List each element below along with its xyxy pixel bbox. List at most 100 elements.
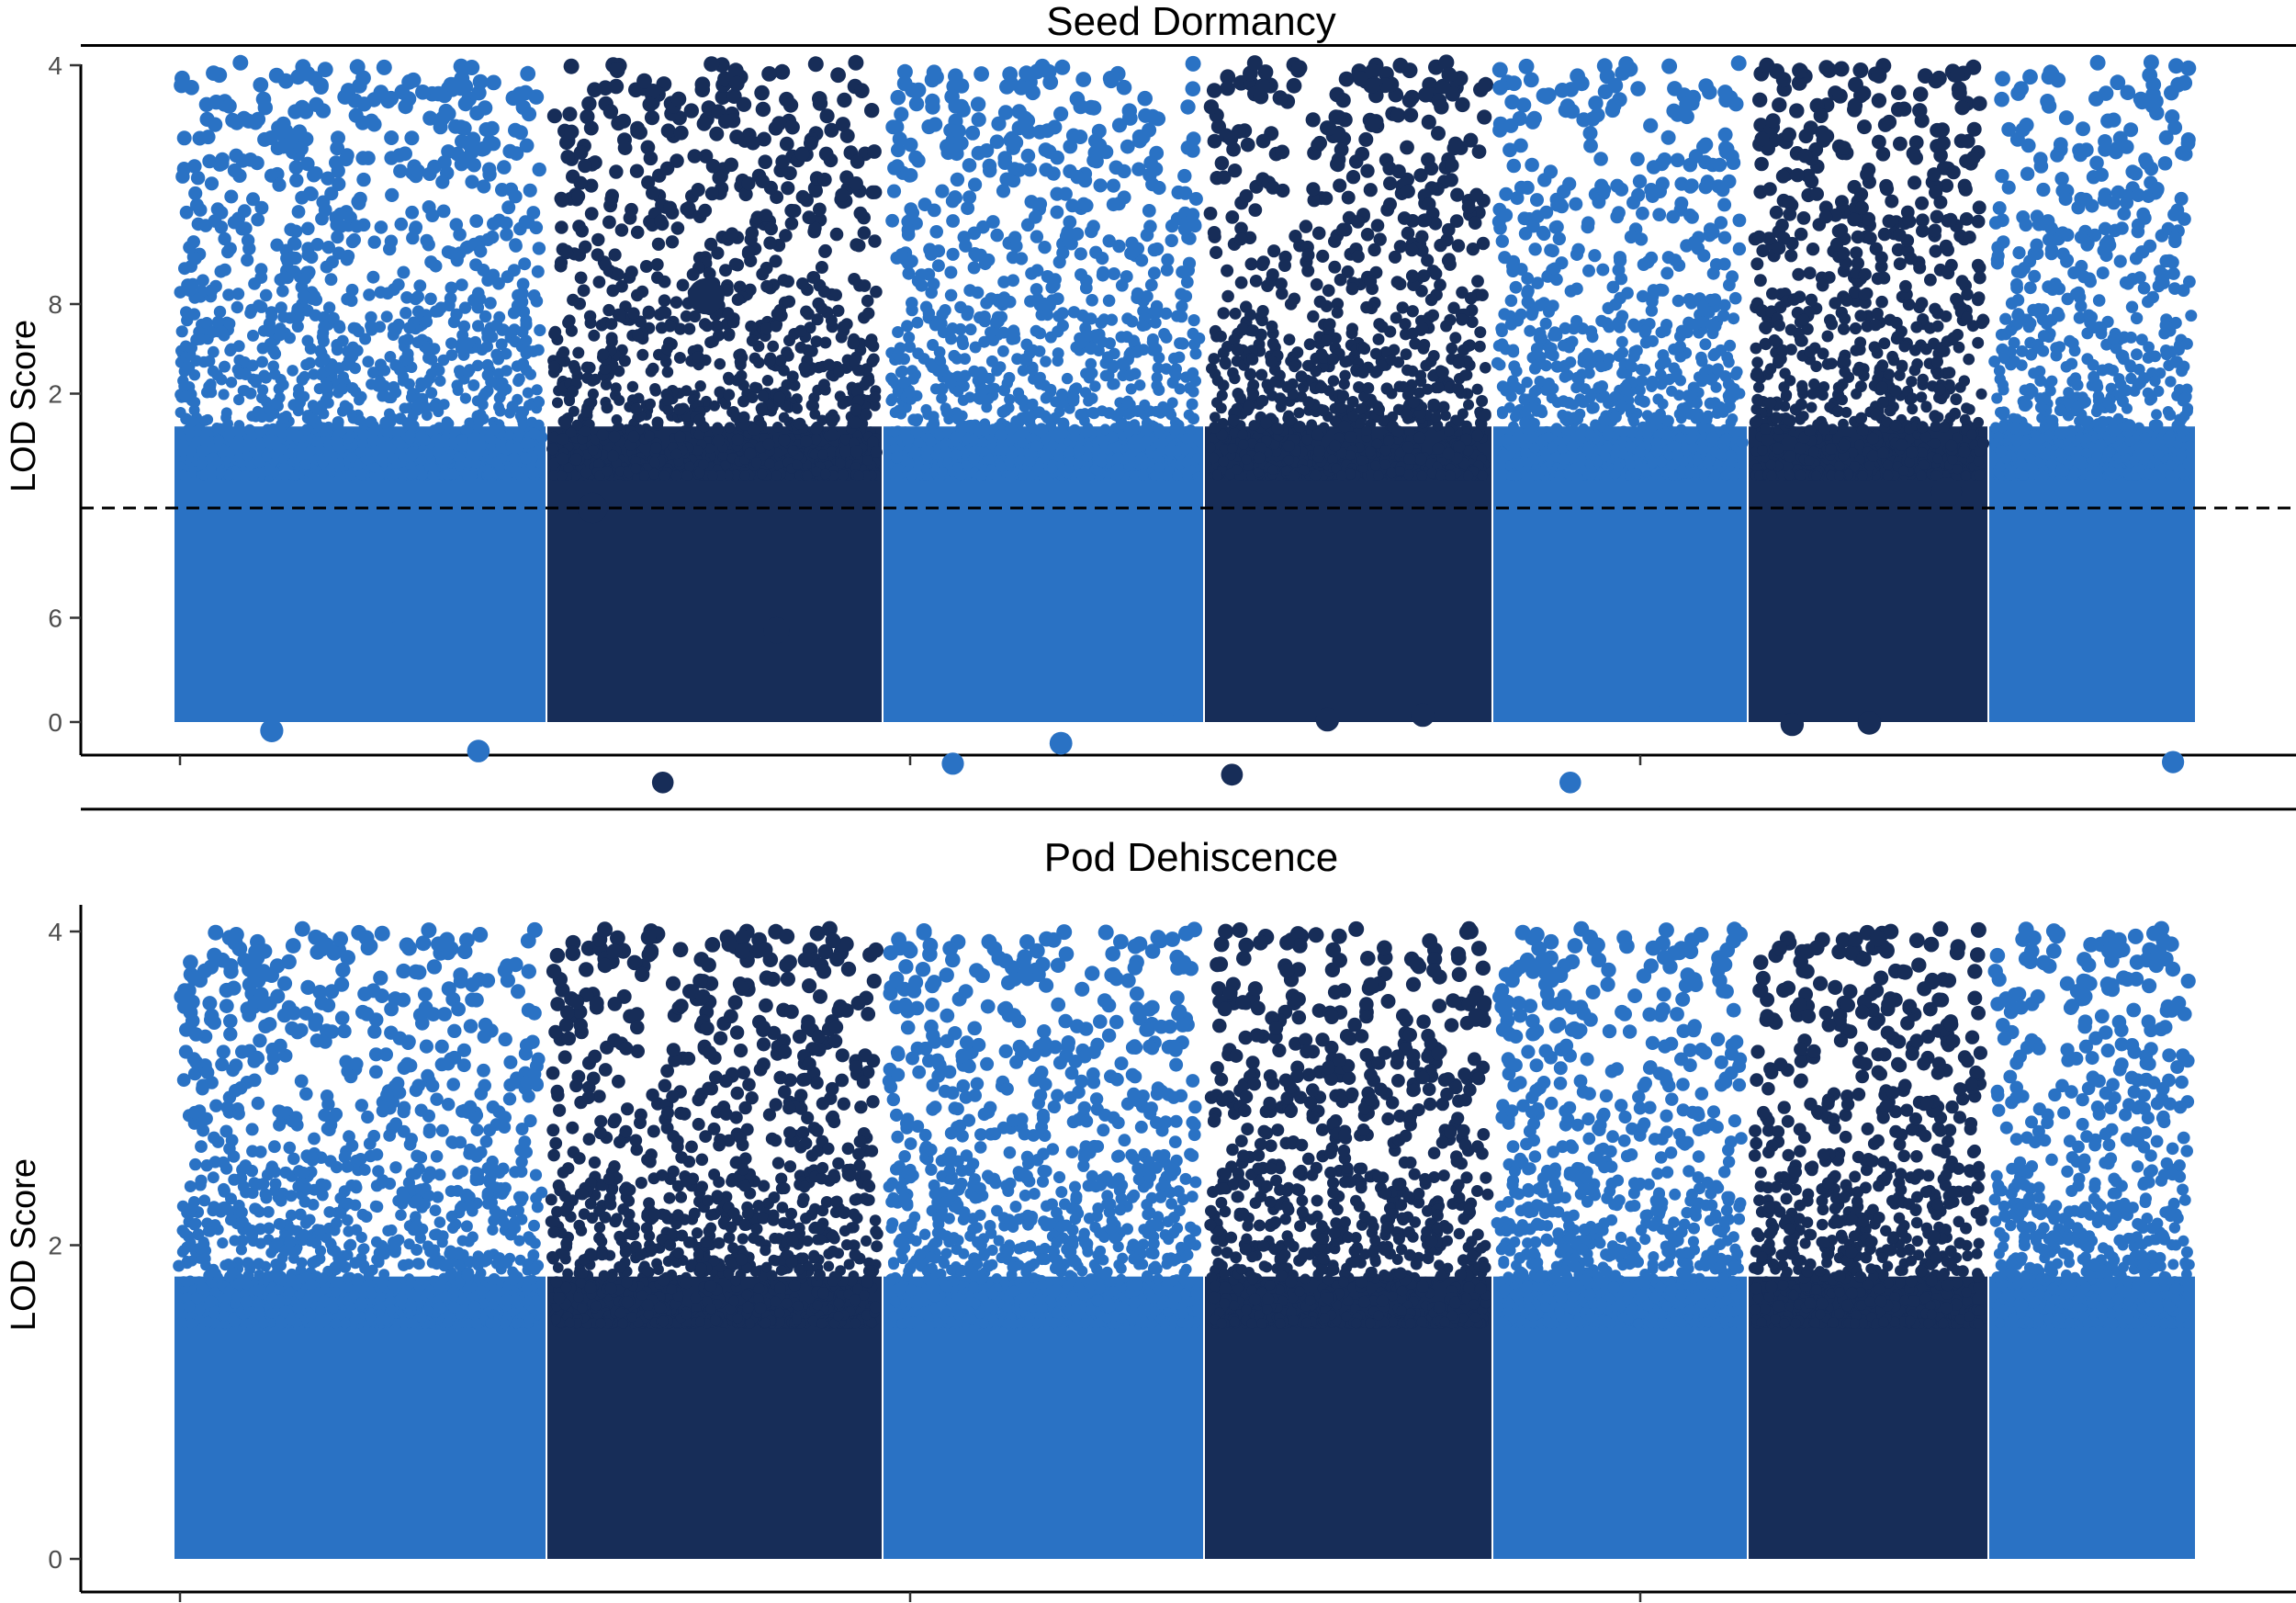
snp-point [968, 177, 983, 192]
snp-point [629, 164, 645, 178]
snp-point [188, 186, 203, 201]
snp-point [1056, 319, 1069, 333]
snp-point [422, 238, 435, 252]
snp-point [1370, 460, 1381, 471]
snp-point [1007, 274, 1019, 288]
snp-point [906, 470, 917, 481]
snp-point [523, 183, 537, 198]
snp-point [670, 91, 687, 107]
snp-point [322, 301, 336, 314]
snp-point [447, 437, 458, 448]
snp-point [406, 446, 419, 459]
snp-point [670, 221, 685, 235]
snp-point [988, 382, 1000, 394]
snp-point [648, 468, 659, 480]
snp-point [887, 161, 902, 175]
snp-point [555, 193, 569, 208]
snp-point [579, 240, 592, 254]
snp-point [489, 424, 500, 435]
snp-point [522, 387, 535, 399]
snp-point [734, 356, 747, 368]
snp-point [807, 271, 821, 284]
snp-point [178, 470, 189, 480]
snp-point [1079, 281, 1093, 295]
snp-point [241, 254, 254, 267]
snp-point [1310, 277, 1323, 291]
snp-point [615, 113, 632, 129]
snp-point [1249, 275, 1263, 288]
snp-point [1403, 469, 1414, 480]
snp-point [827, 429, 838, 441]
snp-point [294, 141, 309, 156]
snp-point [895, 248, 908, 262]
snp-point [474, 244, 488, 258]
snp-point [1158, 328, 1171, 340]
snp-point [196, 459, 207, 470]
snp-point [1351, 215, 1365, 229]
snp-point [662, 404, 674, 416]
snp-point [771, 422, 783, 433]
snp-point [1011, 120, 1027, 136]
snp-point [1293, 407, 1305, 419]
snp-point [275, 301, 287, 314]
snp-point [531, 384, 543, 396]
snp-point [935, 365, 948, 377]
snp-point [1009, 239, 1023, 254]
snp-point [239, 221, 253, 235]
snp-point [1187, 412, 1199, 425]
snp-point [241, 113, 256, 129]
snp-point [946, 322, 959, 334]
snp-point [586, 375, 599, 387]
snp-point [1367, 243, 1381, 257]
snp-point [928, 416, 940, 427]
snp-point [200, 130, 216, 145]
snp-point [609, 62, 625, 78]
snp-point [179, 205, 194, 220]
snp-point [893, 470, 904, 481]
snp-point [1323, 318, 1336, 331]
snp-point [200, 317, 213, 330]
snp-point [370, 445, 381, 457]
snp-point [927, 339, 940, 351]
snp-point [1124, 369, 1137, 382]
snp-point [223, 469, 234, 480]
snp-point [1401, 184, 1415, 198]
snp-point [1152, 423, 1165, 435]
snp-point [1068, 423, 1081, 436]
snp-point [684, 461, 695, 472]
snp-point [399, 402, 411, 414]
snp-point [602, 466, 613, 477]
snp-point [374, 469, 385, 480]
snp-point [233, 452, 244, 463]
snp-point [367, 235, 381, 249]
snp-point [1045, 281, 1059, 294]
snp-point [1418, 87, 1434, 103]
snp-point [810, 434, 822, 446]
snp-point [1248, 203, 1263, 218]
snp-point [266, 423, 279, 435]
snp-point [571, 189, 586, 204]
snp-point [630, 402, 643, 415]
snp-point [235, 153, 251, 168]
points-layer [174, 54, 2198, 722]
snp-point [1047, 463, 1058, 474]
snp-point [317, 62, 333, 78]
snp-point [1289, 360, 1300, 373]
snp-point [588, 445, 599, 456]
snp-point [784, 119, 800, 135]
snp-point [366, 434, 379, 446]
snp-point [817, 285, 831, 299]
snp-point [1063, 139, 1078, 154]
snp-point [967, 261, 981, 275]
snp-point [436, 204, 451, 219]
snp-point [1255, 258, 1269, 272]
snp-point [618, 355, 631, 367]
snp-point [983, 164, 997, 178]
snp-point [818, 244, 832, 258]
snp-point [1079, 198, 1094, 213]
snp-point [519, 138, 535, 153]
snp-point [1405, 243, 1419, 257]
snp-point [518, 215, 533, 230]
snp-point [645, 398, 656, 410]
snp-point [357, 438, 368, 449]
